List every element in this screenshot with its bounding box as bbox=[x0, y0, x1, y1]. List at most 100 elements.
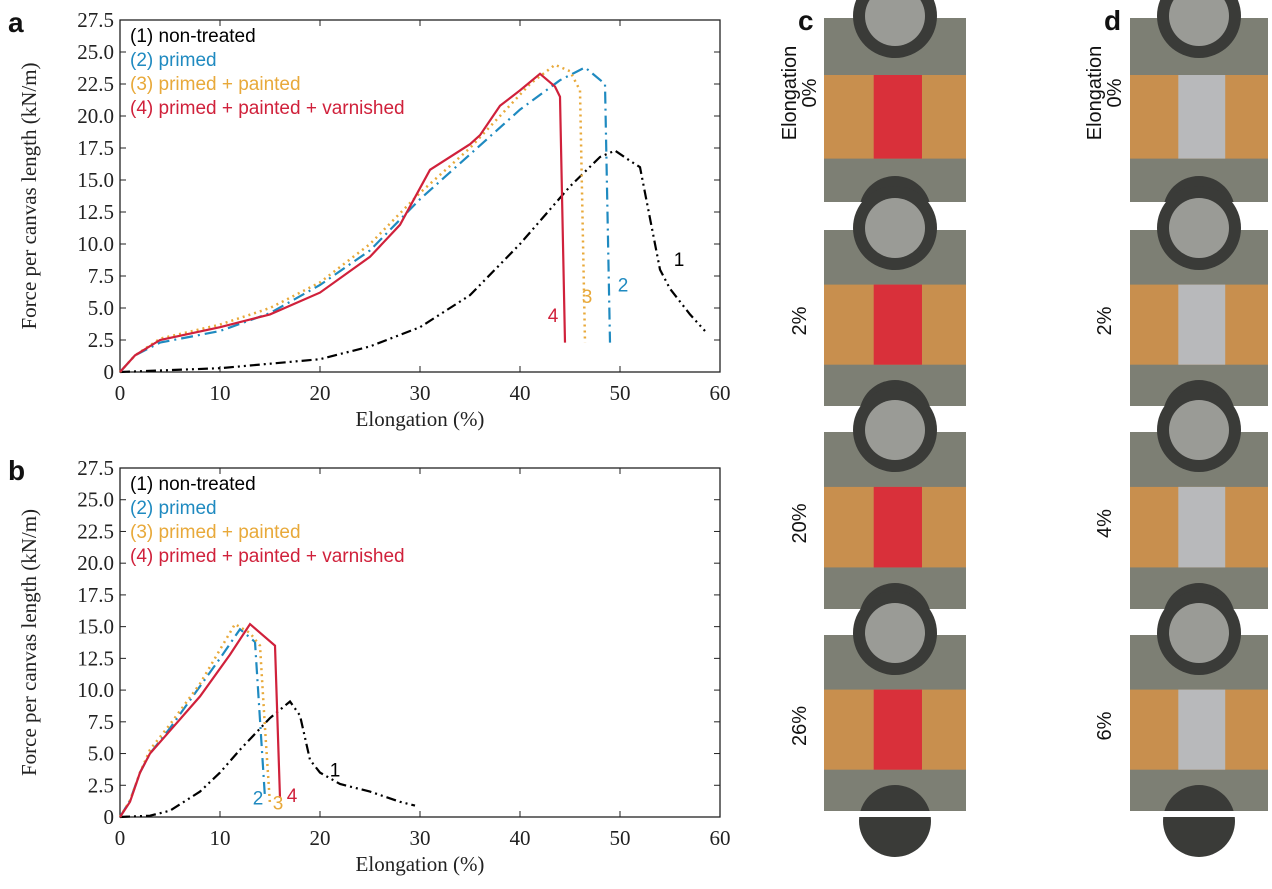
series-line bbox=[119, 627, 267, 818]
legend-entry: (3) primed + painted bbox=[130, 522, 301, 543]
series-line bbox=[119, 66, 612, 373]
clamp bbox=[1169, 400, 1229, 460]
clamp bbox=[865, 400, 925, 460]
curve-label: 3 bbox=[273, 793, 284, 814]
photo bbox=[824, 591, 966, 857]
photo bbox=[824, 186, 966, 452]
y-tick-label: 22.5 bbox=[77, 519, 114, 543]
strip bbox=[873, 689, 922, 770]
y-tick-label: 2.5 bbox=[88, 773, 114, 797]
y-tick-label: 10.0 bbox=[77, 232, 114, 256]
photo-label: 0% bbox=[799, 78, 821, 107]
x-tick-label: 20 bbox=[310, 381, 331, 405]
x-tick-label: 50 bbox=[610, 381, 631, 405]
photo-label: 2% bbox=[789, 306, 811, 335]
strip bbox=[873, 284, 922, 365]
legend-entry: (4) primed + painted + varnished bbox=[130, 98, 405, 119]
series-line bbox=[119, 699, 416, 819]
x-tick-label: 20 bbox=[310, 826, 331, 850]
clamp bbox=[859, 785, 931, 857]
photo-edge bbox=[824, 811, 966, 817]
panel-label: c bbox=[798, 5, 814, 36]
curve-label: 2 bbox=[618, 275, 629, 296]
series-line bbox=[118, 622, 272, 818]
x-tick-label: 10 bbox=[210, 826, 231, 850]
strip bbox=[1178, 75, 1226, 159]
plot-frame bbox=[119, 19, 721, 373]
x-tick-label: 60 bbox=[710, 381, 731, 405]
photo-label: 6% bbox=[1094, 711, 1116, 740]
clamp bbox=[1163, 785, 1235, 857]
legend-entry: (1) non-treated bbox=[130, 26, 256, 47]
photo bbox=[1130, 591, 1268, 857]
y-tick-label: 15.0 bbox=[77, 168, 114, 192]
photo bbox=[1130, 186, 1268, 452]
photo-label: 26% bbox=[789, 706, 811, 746]
y-tick-label: 22.5 bbox=[77, 72, 114, 96]
x-tick-label: 0 bbox=[115, 826, 126, 850]
clamp bbox=[865, 198, 925, 258]
curve-label: 4 bbox=[548, 306, 559, 327]
y-tick-label: 7.5 bbox=[88, 264, 114, 288]
x-axis-label: Elongation (%) bbox=[356, 852, 485, 876]
legend-entry: (1) non-treated bbox=[130, 474, 256, 495]
y-tick-label: 20.0 bbox=[77, 551, 114, 575]
photo-edge bbox=[1130, 811, 1268, 817]
curve-label: 1 bbox=[330, 760, 341, 781]
plot-frame bbox=[119, 467, 721, 818]
y-tick-label: 15.0 bbox=[77, 615, 114, 639]
x-tick-label: 40 bbox=[510, 381, 531, 405]
y-tick-label: 10.0 bbox=[77, 678, 114, 702]
clamp bbox=[865, 0, 925, 46]
series-line bbox=[119, 149, 706, 374]
y-tick-label: 25.0 bbox=[77, 40, 114, 64]
curve-label: 1 bbox=[674, 250, 685, 271]
y-tick-label: 12.5 bbox=[77, 200, 114, 224]
y-tick-label: 27.5 bbox=[77, 456, 114, 480]
clamp bbox=[1169, 603, 1229, 663]
photo-caption: Elongation bbox=[779, 46, 801, 141]
clamp bbox=[1169, 198, 1229, 258]
series-line bbox=[119, 72, 567, 373]
strip bbox=[873, 75, 922, 159]
y-tick-label: 17.5 bbox=[77, 583, 114, 607]
x-tick-label: 30 bbox=[410, 381, 431, 405]
panel-label: b bbox=[8, 455, 25, 486]
photo-caption: Elongation bbox=[1084, 46, 1106, 141]
curve-label: 2 bbox=[253, 788, 264, 809]
y-tick-label: 27.5 bbox=[77, 8, 114, 32]
photo-label: 2% bbox=[1094, 306, 1116, 335]
y-tick-label: 2.5 bbox=[88, 328, 114, 352]
y-tick-label: 5.0 bbox=[88, 296, 114, 320]
legend-entry: (2) primed bbox=[130, 498, 217, 519]
x-tick-label: 60 bbox=[710, 826, 731, 850]
series-line bbox=[119, 63, 587, 373]
x-axis-label: Elongation (%) bbox=[356, 407, 485, 431]
photo bbox=[824, 388, 966, 655]
photo-label: 20% bbox=[789, 503, 811, 543]
y-axis-label: Force per canvas length (kN/m) bbox=[17, 62, 41, 329]
x-tick-label: 50 bbox=[610, 826, 631, 850]
strip bbox=[1178, 284, 1226, 365]
y-tick-label: 25.0 bbox=[77, 488, 114, 512]
legend-entry: (2) primed bbox=[130, 50, 217, 71]
x-tick-label: 0 bbox=[115, 381, 126, 405]
clamp bbox=[865, 603, 925, 663]
y-axis-label: Force per canvas length (kN/m) bbox=[17, 509, 41, 776]
panel-label: a bbox=[8, 7, 24, 38]
y-tick-label: 12.5 bbox=[77, 646, 114, 670]
x-tick-label: 30 bbox=[410, 826, 431, 850]
strip bbox=[1178, 689, 1226, 770]
series-line bbox=[119, 622, 282, 818]
y-tick-label: 0 bbox=[104, 360, 115, 384]
x-tick-label: 40 bbox=[510, 826, 531, 850]
panel-label: d bbox=[1104, 5, 1121, 36]
strip bbox=[873, 486, 922, 568]
curve-label: 4 bbox=[287, 786, 298, 807]
x-tick-label: 10 bbox=[210, 381, 231, 405]
y-tick-label: 7.5 bbox=[88, 710, 114, 734]
legend-entry: (4) primed + painted + varnished bbox=[130, 546, 405, 567]
photo-label: 4% bbox=[1094, 509, 1116, 538]
y-tick-label: 20.0 bbox=[77, 104, 114, 128]
legend-entry: (3) primed + painted bbox=[130, 74, 301, 95]
